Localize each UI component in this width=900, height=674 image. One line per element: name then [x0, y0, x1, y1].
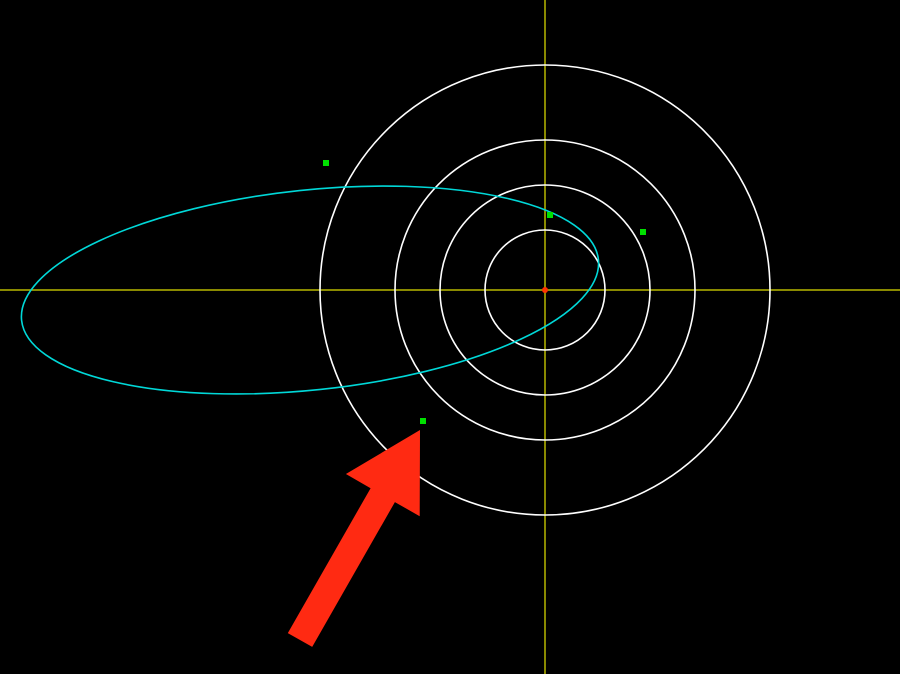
body-asteroid	[420, 418, 426, 424]
body-venus	[640, 229, 646, 235]
orbit-diagram	[0, 0, 900, 674]
body-earth	[547, 212, 553, 218]
annotation-arrow	[288, 430, 420, 647]
sun-marker	[542, 287, 548, 293]
body-mars	[323, 160, 329, 166]
